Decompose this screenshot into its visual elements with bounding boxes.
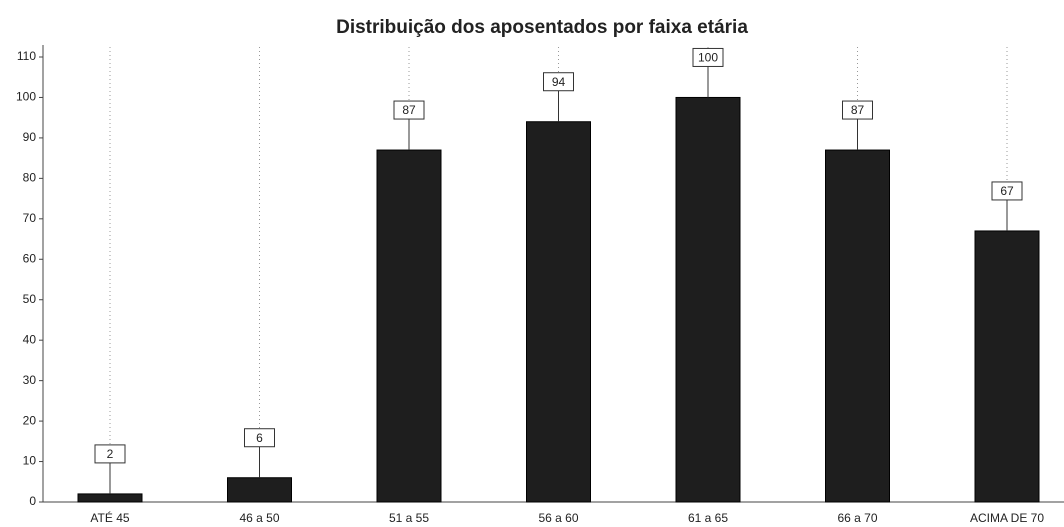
y-tick-label: 60 — [23, 251, 37, 265]
bar — [376, 149, 442, 503]
data-label: 87 — [402, 103, 416, 117]
y-tick-label: 80 — [23, 171, 37, 185]
y-tick-label: 90 — [23, 130, 37, 144]
bar — [974, 230, 1040, 503]
y-tick-label: 100 — [16, 90, 36, 104]
x-tick-label: ATÉ 45 — [90, 510, 129, 525]
data-label: 94 — [552, 75, 566, 89]
y-tick-label: 20 — [23, 413, 37, 427]
bar — [526, 121, 591, 503]
x-tick-label: 61 a 65 — [688, 511, 728, 525]
bar — [825, 149, 890, 503]
x-tick-label: 51 a 55 — [389, 511, 429, 525]
label-box — [842, 100, 873, 120]
data-label: 100 — [698, 51, 718, 65]
x-tick-label: 66 a 70 — [837, 511, 877, 525]
x-tick-label: ACIMA DE 70 — [970, 511, 1044, 525]
label-box — [244, 428, 275, 448]
label-box — [543, 72, 574, 92]
x-tick-label: 46 a 50 — [239, 511, 279, 525]
x-tick-label: 56 a 60 — [538, 511, 578, 525]
y-tick-label: 30 — [23, 373, 37, 387]
y-tick-label: 40 — [23, 332, 37, 346]
data-label: 6 — [256, 431, 263, 445]
data-label: 67 — [1000, 184, 1014, 198]
label-box — [692, 47, 724, 67]
y-tick-label: 10 — [23, 454, 37, 468]
y-tick-label: 50 — [23, 292, 37, 306]
bar — [227, 477, 292, 503]
y-tick-label: 70 — [23, 211, 37, 225]
data-label: 2 — [107, 447, 114, 461]
bar — [77, 493, 143, 503]
chart-title: Distribuição dos aposentados por faixa e… — [336, 17, 748, 38]
label-box — [94, 444, 126, 464]
y-tick-label: 110 — [17, 49, 36, 63]
y-tick-label: 0 — [29, 494, 36, 508]
data-label: 87 — [851, 103, 865, 117]
label-box — [393, 100, 425, 120]
bar — [675, 96, 741, 503]
label-box — [991, 181, 1023, 201]
